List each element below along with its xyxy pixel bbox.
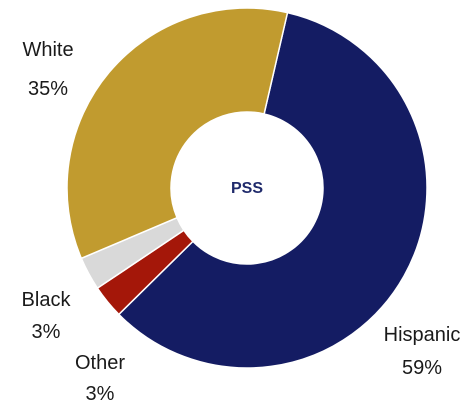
slice-label-black-value: 3%	[32, 321, 61, 343]
slice-label-hispanic-value: 59%	[402, 357, 442, 379]
center-label: PSS	[231, 180, 263, 197]
labels-group: White 35% Black 3% Other 3% Hispanic 59%…	[22, 39, 461, 405]
slice-white	[66, 7, 289, 260]
slice-label-other-value: 3%	[86, 383, 115, 405]
slice-hispanic	[117, 11, 428, 369]
slice-label-other-name: Other	[75, 352, 125, 374]
slice-label-white-value: 35%	[28, 78, 68, 100]
slice-label-white-name: White	[22, 39, 73, 61]
slice-label-black-name: Black	[22, 289, 72, 311]
slices-group	[66, 7, 428, 369]
slice-label-hispanic-name: Hispanic	[384, 324, 461, 346]
